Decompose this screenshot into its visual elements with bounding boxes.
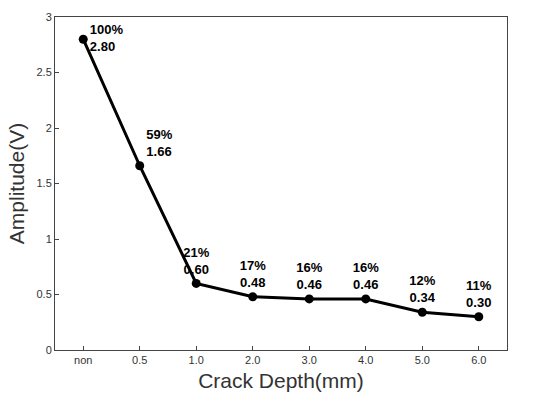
svg-text:0: 0 [46,344,52,356]
svg-text:3.0: 3.0 [302,354,317,366]
svg-text:5.0: 5.0 [415,354,430,366]
svg-text:11%0.30: 11%0.30 [466,278,492,310]
svg-text:16%0.46: 16%0.46 [296,260,322,292]
svg-text:17%0.48: 17%0.48 [240,258,266,290]
svg-text:3: 3 [46,11,52,23]
svg-text:12%0.34: 12%0.34 [409,273,435,305]
svg-text:Crack Depth(mm): Crack Depth(mm) [198,369,364,392]
svg-text:2.0: 2.0 [245,354,260,366]
svg-text:1.5: 1.5 [37,177,52,189]
svg-text:2.5: 2.5 [37,66,52,78]
svg-text:59%1.66: 59%1.66 [146,127,172,159]
svg-text:100%2.80: 100%2.80 [90,22,124,54]
svg-text:1.0: 1.0 [189,354,204,366]
svg-text:2: 2 [46,122,52,134]
svg-text:1: 1 [46,233,52,245]
svg-text:4.0: 4.0 [358,354,373,366]
svg-text:0.5: 0.5 [37,288,52,300]
svg-text:16%0.46: 16%0.46 [353,260,379,292]
svg-text:21%0.60: 21%0.60 [183,245,209,277]
svg-text:non: non [74,354,92,366]
svg-text:6.0: 6.0 [471,354,486,366]
svg-text:Amplitude(V): Amplitude(V) [5,123,28,244]
svg-text:0.5: 0.5 [132,354,147,366]
